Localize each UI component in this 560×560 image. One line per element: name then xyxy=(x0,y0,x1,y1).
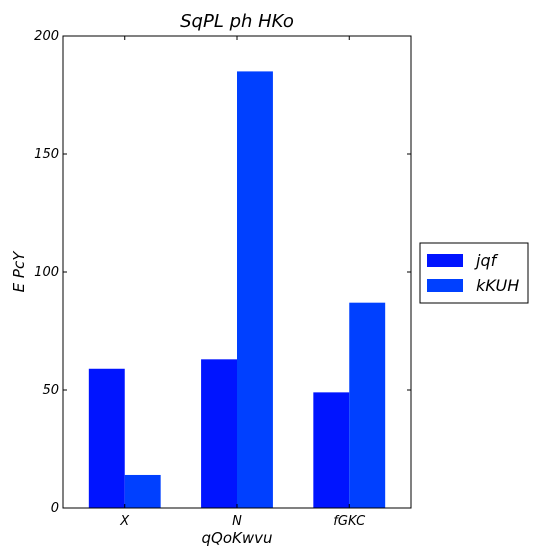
bars-group xyxy=(88,71,386,509)
bar-jqf-X xyxy=(88,368,125,508)
x-axis-label: qQoKwvu xyxy=(202,529,273,547)
y-tick-label: 150 xyxy=(34,147,59,162)
x-tick-label: N xyxy=(232,514,242,529)
bar-kKUH-N xyxy=(237,71,273,509)
legend-label-jqf: jqf xyxy=(474,251,499,270)
legend-box xyxy=(419,242,529,304)
chart-title: SqPL ph HKo xyxy=(180,11,294,32)
x-tick-label: X xyxy=(119,514,130,529)
legend-label-kKUH: kKUH xyxy=(476,276,519,295)
x-tick-label: fGKC xyxy=(333,514,366,529)
legend: jqf kKUH xyxy=(419,242,529,304)
y-tick-label: 50 xyxy=(42,383,59,398)
legend-swatch-jqf xyxy=(427,254,463,267)
legend-swatch-kKUH xyxy=(427,279,463,292)
y-ticks-group: 0 50 100 150 200 xyxy=(34,29,411,516)
plot-frame xyxy=(62,35,412,509)
y-tick-label: 200 xyxy=(34,29,59,44)
y-tick-label: 0 xyxy=(51,501,59,516)
y-tick-label: 100 xyxy=(34,265,59,280)
bar-kKUH-X xyxy=(124,474,161,508)
bar-kKUH-fGKC xyxy=(349,302,386,508)
bar-jqf-N xyxy=(201,359,237,508)
bar-jqf-fGKC xyxy=(313,392,350,508)
y-axis-label: E PcY xyxy=(10,250,28,293)
